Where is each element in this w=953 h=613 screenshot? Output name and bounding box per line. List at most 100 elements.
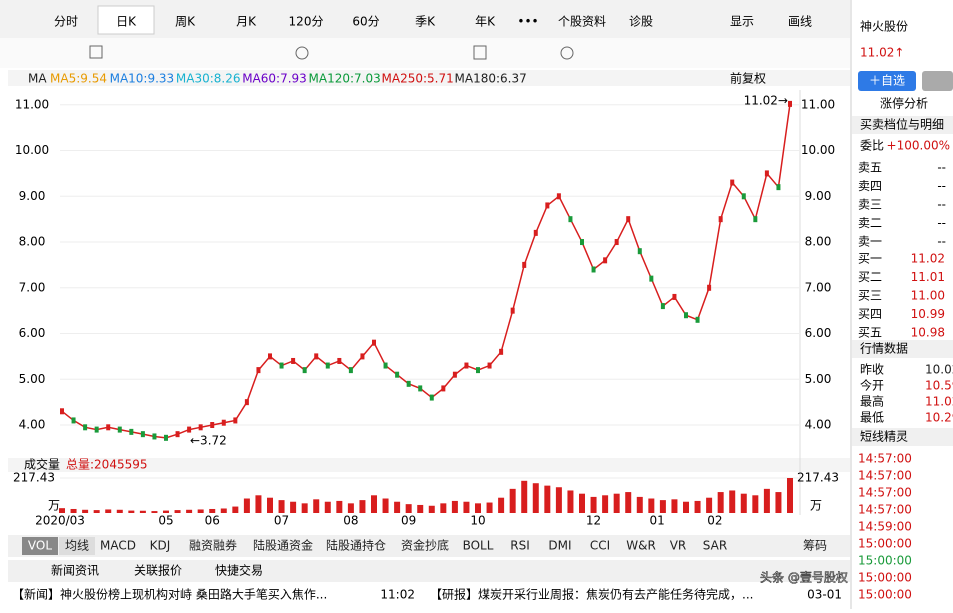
- candle: [487, 362, 492, 369]
- volume-bar: [405, 504, 412, 513]
- indicator-tab[interactable]: KDJ: [150, 539, 171, 553]
- indicator-tab[interactable]: VR: [670, 539, 687, 553]
- news-tab[interactable]: 新闻资讯: [51, 563, 99, 578]
- ma-label: MA60:7.93: [242, 72, 307, 86]
- tab[interactable]: •••: [517, 15, 538, 29]
- volume-bar: [371, 495, 377, 513]
- candle: [244, 399, 249, 406]
- news-time: 11:02: [380, 588, 415, 602]
- x-tick-label: 02: [707, 514, 722, 528]
- tab[interactable]: 日K: [116, 15, 137, 29]
- stock-price: 11.02↑: [860, 46, 904, 60]
- candle: [591, 266, 596, 273]
- indicator-tab[interactable]: VOL: [28, 539, 52, 553]
- indicator-tab[interactable]: W&R: [626, 539, 656, 553]
- tab[interactable]: 分时: [54, 15, 78, 29]
- indicator-tab[interactable]: 筹码: [803, 539, 827, 553]
- candle: [383, 362, 388, 369]
- indicator-tab[interactable]: BOLL: [463, 539, 494, 553]
- volume-bar: [579, 493, 585, 513]
- tab[interactable]: 60分: [352, 15, 379, 29]
- indicator-tab[interactable]: 陆股通持仓: [326, 538, 386, 553]
- y-tick-label: 6.00: [19, 326, 46, 340]
- candle: [672, 293, 677, 300]
- volume-bar: [151, 511, 158, 513]
- candle: [221, 419, 226, 426]
- indicator-tab[interactable]: 均线: [65, 539, 89, 553]
- volume-bar: [82, 509, 89, 513]
- ask-price: --: [937, 235, 946, 249]
- vol-total: 总量:2045595: [66, 458, 148, 472]
- x-tick-label: 06: [205, 514, 220, 528]
- candle: [94, 426, 99, 433]
- ask-label: 卖五: [858, 161, 882, 175]
- volume-bar: [763, 488, 770, 513]
- volume-bar: [717, 492, 724, 513]
- sprite-time: 15:00:00: [858, 588, 912, 602]
- indicator-tab[interactable]: 资金抄底: [401, 538, 449, 553]
- sprite-time: 15:00:00: [858, 571, 912, 585]
- volume-bar: [301, 503, 308, 513]
- indicator-bar: [8, 535, 850, 557]
- ma-label: MA10:9.33: [110, 72, 175, 86]
- tab[interactable]: 季K: [415, 15, 436, 29]
- news-item[interactable]: 【新闻】神火股份榜上现机构对峙 桑田路大手笔买入焦作...: [12, 587, 327, 602]
- quote-title: 行情数据: [860, 341, 908, 356]
- tab[interactable]: 诊股: [629, 15, 653, 29]
- add-btn[interactable]: [858, 71, 916, 91]
- volume-bar: [440, 503, 447, 513]
- y-tick-label: 4.00: [19, 418, 46, 432]
- price-line: [61, 103, 791, 439]
- tab[interactable]: 个股资料: [558, 15, 606, 29]
- tab[interactable]: 月K: [236, 15, 257, 29]
- news-bar: [8, 560, 850, 582]
- tab[interactable]: 画线: [788, 15, 812, 29]
- news-tab[interactable]: 关联报价: [134, 563, 182, 578]
- indicator-tab[interactable]: 融资融券: [189, 538, 237, 553]
- news-tab[interactable]: 快捷交易: [215, 563, 263, 578]
- sprite-time: 14:59:00: [858, 520, 912, 534]
- x-tick-label: 05: [158, 514, 173, 528]
- y-tick-label-right: 6.00: [805, 326, 832, 340]
- news-item[interactable]: 【研报】煤炭开采行业周报：焦炭仍有去产能任务待完成，...: [430, 587, 753, 602]
- volume-bar: [105, 509, 112, 513]
- volume-bar: [417, 504, 424, 513]
- more-btn[interactable]: [922, 71, 953, 91]
- candle: [140, 431, 145, 438]
- indicator-tab[interactable]: RSI: [510, 539, 530, 553]
- candle: [129, 428, 134, 435]
- bid-label: 买四: [858, 307, 882, 321]
- volume-bar: [290, 501, 297, 513]
- candle: [695, 316, 700, 323]
- quote-value: 11.02: [925, 395, 953, 409]
- section: [852, 428, 953, 446]
- indicator-tab[interactable]: DMI: [548, 539, 571, 553]
- y-tick-label: 10.00: [15, 143, 49, 157]
- tab[interactable]: 周K: [175, 15, 196, 29]
- tab[interactable]: 显示: [730, 15, 754, 29]
- volume-bar: [752, 495, 759, 513]
- quote-label: 昨收: [860, 363, 884, 377]
- tab[interactable]: 120分: [289, 15, 324, 29]
- toolbar: [0, 38, 850, 68]
- vol-bar: [8, 458, 850, 472]
- volume-bar: [636, 496, 643, 513]
- add-text[interactable]: ＋自选: [869, 74, 905, 88]
- indicator-tab[interactable]: CCI: [590, 539, 610, 553]
- volume-bar: [197, 509, 204, 513]
- indicator-tab[interactable]: SAR: [703, 539, 727, 553]
- indicator-tab[interactable]: 陆股通资金: [253, 538, 313, 553]
- indicator-tab[interactable]: MACD: [100, 539, 136, 553]
- watermark: 头条 @壹号股权: [760, 571, 848, 585]
- candle: [730, 179, 735, 186]
- sprite-time: 14:57:00: [858, 486, 912, 500]
- ratio: +100.00%: [887, 139, 950, 153]
- ma-bar: [8, 70, 850, 86]
- volume-bar: [567, 490, 574, 513]
- y-tick-label-right: 4.00: [805, 418, 832, 432]
- volume-bar: [128, 510, 135, 513]
- candle: [175, 431, 180, 438]
- adjust[interactable]: 前复权: [730, 71, 766, 86]
- limit[interactable]: 涨停分析: [880, 96, 928, 111]
- tab[interactable]: 年K: [475, 15, 496, 29]
